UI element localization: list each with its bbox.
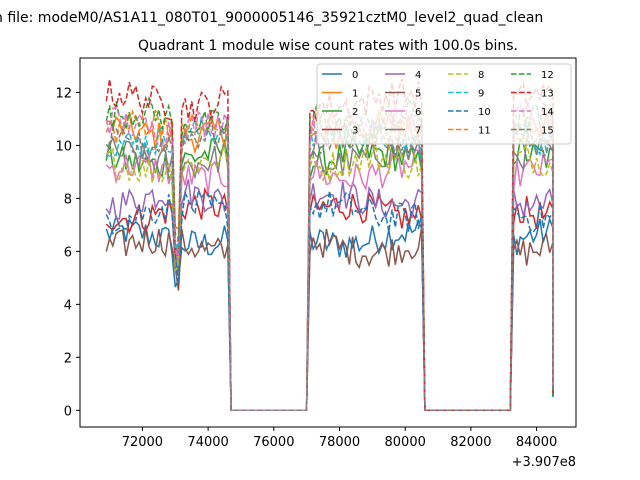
y-tick-label: 12 — [55, 86, 72, 101]
legend-label: 3 — [352, 126, 358, 137]
legend-label: 14 — [541, 107, 554, 118]
legend-label: 9 — [478, 89, 484, 100]
legend-label: 12 — [541, 70, 554, 81]
y-axis: 0 2 4 6 8 10 12 — [55, 86, 80, 419]
x-tick-label: 82000 — [450, 435, 491, 450]
legend-label: 10 — [478, 107, 491, 118]
legend-label: 5 — [415, 89, 421, 100]
x-axis: 72000 74000 76000 78000 80000 82000 84000 — [122, 427, 557, 450]
legend-label: 13 — [541, 89, 554, 100]
y-tick-label: 4 — [64, 298, 72, 313]
x-tick-label: 80000 — [385, 435, 426, 450]
y-tick-label: 10 — [55, 139, 72, 154]
y-tick-label: 2 — [64, 351, 72, 366]
legend-label: 11 — [478, 126, 491, 137]
y-tick-label: 8 — [64, 192, 72, 207]
legend-label: 0 — [352, 70, 358, 81]
legend-label: 6 — [415, 107, 421, 118]
figure-suptitle: n file: modeM0/AS1A11_080T01_9000005146_… — [0, 10, 543, 26]
x-tick-label: 84000 — [516, 435, 557, 450]
x-tick-label: 76000 — [253, 435, 294, 450]
legend-label: 7 — [415, 126, 421, 137]
y-tick-label: 6 — [64, 245, 72, 260]
legend-label: 8 — [478, 70, 484, 81]
x-tick-label: 72000 — [122, 435, 163, 450]
x-tick-label: 78000 — [319, 435, 360, 450]
legend-label: 15 — [541, 126, 554, 137]
legend-label: 1 — [352, 89, 358, 100]
x-offset-text: +3.907e8 — [512, 455, 576, 470]
legend-label: 4 — [415, 70, 421, 81]
axes-frame — [79, 57, 577, 428]
legend-box — [316, 63, 572, 145]
y-tick-label: 0 — [64, 404, 72, 419]
series-line-15 — [105, 118, 554, 412]
chart-title: Quadrant 1 module wise count rates with … — [138, 38, 518, 54]
legend-label: 2 — [352, 107, 358, 118]
x-tick-label: 74000 — [187, 435, 228, 450]
series-line-10 — [105, 187, 554, 412]
